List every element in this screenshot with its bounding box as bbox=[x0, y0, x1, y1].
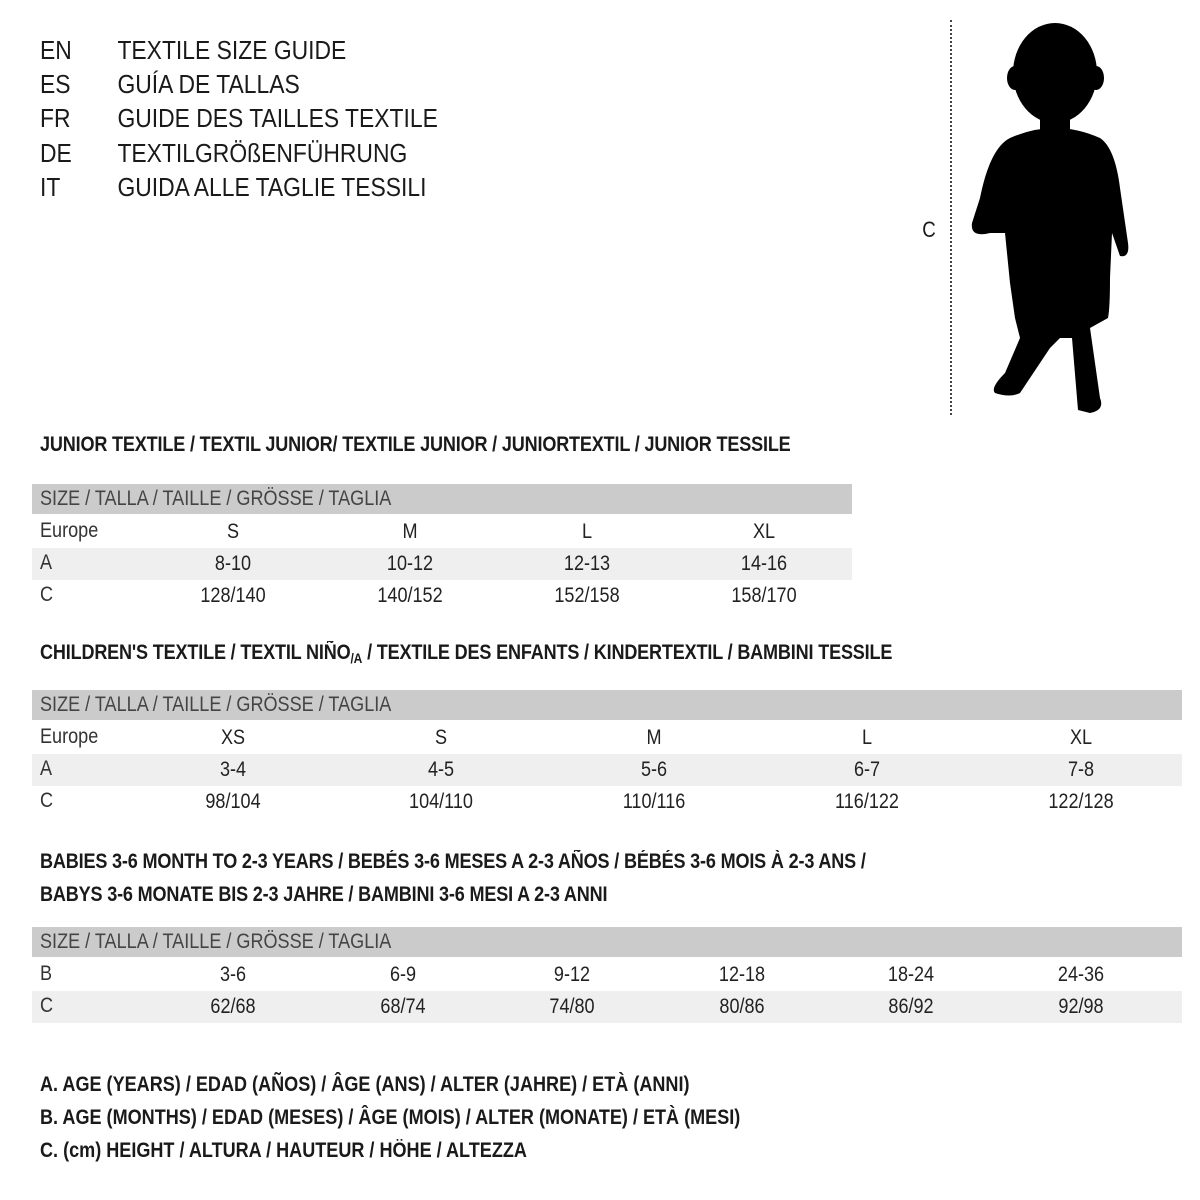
table-cell: 12-18 bbox=[718, 963, 766, 986]
table-header-row: SIZE / TALLA / TAILLE / GRÖSSE / TAGLIA bbox=[32, 690, 1182, 720]
children-section-title: CHILDREN'S TEXTILE / TEXTIL NIÑO/A / TEX… bbox=[40, 641, 893, 666]
title-fr: FR GUIDE DES TAILLES TEXTILE bbox=[40, 103, 438, 133]
table-cell: 3-6 bbox=[219, 963, 247, 986]
table-cell: 98/104 bbox=[205, 790, 261, 813]
table-cell: 4-5 bbox=[427, 758, 455, 781]
table-cell: 104/110 bbox=[409, 790, 473, 813]
table-cell: 9-12 bbox=[553, 963, 591, 986]
row-label: A bbox=[40, 551, 53, 574]
title-it: IT GUIDA ALLE TAGLIE TESSILI bbox=[40, 172, 427, 202]
table-cell: 7-8 bbox=[1067, 758, 1095, 781]
table-cell: 6-7 bbox=[853, 758, 881, 781]
table-cell: 8-10 bbox=[214, 552, 252, 575]
table-row: B 3-6 6-9 9-12 12-18 18-24 24-36 bbox=[32, 959, 1182, 991]
legend-c: C. (cm) HEIGHT / ALTURA / HAUTEUR / HÖHE… bbox=[40, 1139, 527, 1162]
header-label: SIZE / TALLA / TAILLE / GRÖSSE / TAGLIA bbox=[40, 487, 392, 510]
table-cell: 24-36 bbox=[1057, 963, 1105, 986]
row-label: B bbox=[40, 962, 53, 985]
table-cell: L bbox=[861, 726, 873, 749]
babies-section-title-line1: BABIES 3-6 MONTH TO 2-3 YEARS / BEBÉS 3-… bbox=[40, 850, 866, 873]
table-cell: 116/122 bbox=[835, 790, 899, 813]
table-cell: S bbox=[434, 726, 448, 749]
title-de: DE TEXTILGRÖßENFÜHRUNG bbox=[40, 138, 408, 168]
table-cell: 3-4 bbox=[219, 758, 247, 781]
title-en: EN TEXTILE SIZE GUIDE bbox=[40, 35, 347, 65]
table-cell: 122/128 bbox=[1048, 790, 1114, 813]
legend-a: A. AGE (YEARS) / EDAD (AÑOS) / ÂGE (ANS)… bbox=[40, 1073, 690, 1096]
table-cell: XS bbox=[220, 726, 246, 749]
table-cell: M bbox=[402, 520, 418, 543]
table-cell: 10-12 bbox=[386, 552, 434, 575]
table-cell: M bbox=[646, 726, 662, 749]
table-row: A 3-4 4-5 5-6 6-7 7-8 bbox=[32, 754, 1182, 786]
table-row: Europe XS S M L XL bbox=[32, 722, 1182, 754]
table-cell: 128/140 bbox=[200, 584, 266, 607]
table-cell: 18-24 bbox=[887, 963, 935, 986]
table-cell: 6-9 bbox=[389, 963, 417, 986]
table-cell: 92/98 bbox=[1058, 995, 1104, 1018]
table-cell: 86/92 bbox=[888, 995, 934, 1018]
table-cell: XL bbox=[1069, 726, 1093, 749]
row-label: C bbox=[40, 583, 54, 606]
table-cell: 5-6 bbox=[640, 758, 668, 781]
table-cell: 74/80 bbox=[549, 995, 595, 1018]
table-row: C 62/68 68/74 74/80 80/86 86/92 92/98 bbox=[32, 991, 1182, 1023]
babies-size-table: SIZE / TALLA / TAILLE / GRÖSSE / TAGLIA B… bbox=[32, 927, 1182, 1023]
table-cell: 110/116 bbox=[622, 790, 686, 813]
table-cell: 152/158 bbox=[554, 584, 620, 607]
row-label: A bbox=[40, 757, 53, 780]
height-measure-label: C bbox=[922, 217, 936, 242]
table-row: A 8-10 10-12 12-13 14-16 bbox=[32, 548, 852, 580]
table-cell: 140/152 bbox=[377, 584, 443, 607]
table-cell: 80/86 bbox=[719, 995, 765, 1018]
junior-size-table: SIZE / TALLA / TAILLE / GRÖSSE / TAGLIA E… bbox=[32, 484, 852, 612]
table-cell: L bbox=[581, 520, 593, 543]
table-row: Europe S M L XL bbox=[32, 516, 852, 548]
table-cell: XL bbox=[752, 520, 776, 543]
table-row: C 128/140 140/152 152/158 158/170 bbox=[32, 580, 852, 612]
junior-section-title: JUNIOR TEXTILE / TEXTIL JUNIOR/ TEXTILE … bbox=[40, 433, 791, 456]
table-header-row: SIZE / TALLA / TAILLE / GRÖSSE / TAGLIA bbox=[32, 927, 1182, 957]
table-header-row: SIZE / TALLA / TAILLE / GRÖSSE / TAGLIA bbox=[32, 484, 852, 514]
title-es: ES GUÍA DE TALLAS bbox=[40, 69, 300, 99]
row-label: C bbox=[40, 994, 54, 1017]
table-cell: 14-16 bbox=[740, 552, 788, 575]
table-cell: 158/170 bbox=[731, 584, 797, 607]
header-label: SIZE / TALLA / TAILLE / GRÖSSE / TAGLIA bbox=[40, 693, 392, 716]
table-cell: 68/74 bbox=[380, 995, 426, 1018]
table-cell: 12-13 bbox=[563, 552, 611, 575]
row-label: Europe bbox=[40, 519, 99, 542]
table-cell: S bbox=[226, 520, 240, 543]
table-row: C 98/104 104/110 110/116 116/122 122/128 bbox=[32, 786, 1182, 818]
table-cell: 62/68 bbox=[210, 995, 256, 1018]
child-silhouette-icon bbox=[971, 23, 1129, 413]
header-label: SIZE / TALLA / TAILLE / GRÖSSE / TAGLIA bbox=[40, 930, 392, 953]
height-measure-line bbox=[950, 20, 952, 415]
children-size-table: SIZE / TALLA / TAILLE / GRÖSSE / TAGLIA E… bbox=[32, 690, 1182, 818]
legend-b: B. AGE (MONTHS) / EDAD (MESES) / ÂGE (MO… bbox=[40, 1106, 741, 1129]
babies-section-title-line2: BABYS 3-6 MONATE BIS 2-3 JAHRE / BAMBINI… bbox=[40, 883, 608, 906]
row-label: Europe bbox=[40, 725, 99, 748]
row-label: C bbox=[40, 789, 54, 812]
